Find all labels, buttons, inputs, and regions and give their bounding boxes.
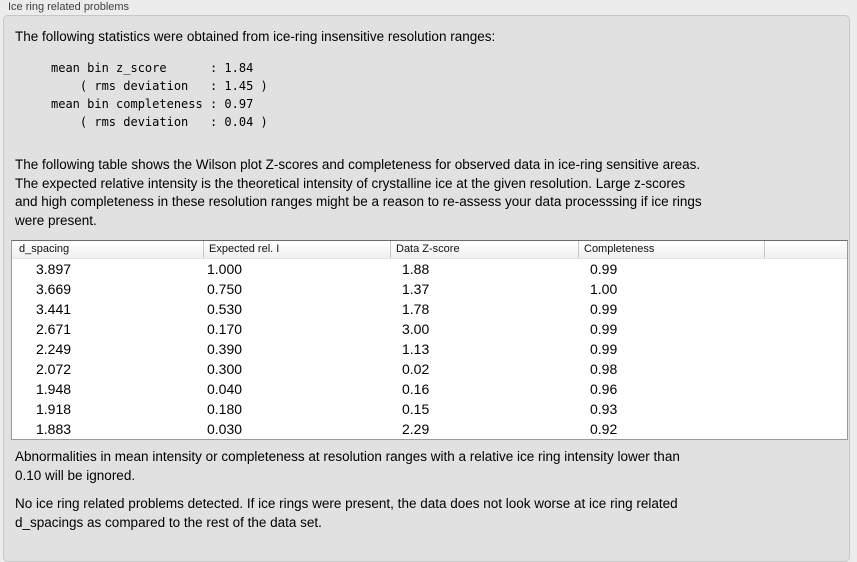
- table-cell-filler: [765, 339, 847, 359]
- column-header-filler: [765, 241, 847, 258]
- column-header-completeness[interactable]: Completeness: [579, 241, 765, 258]
- table-row[interactable]: 3.441 0.530 1.78 0.99: [12, 299, 847, 319]
- table-header: d_spacing Expected rel. I Data Z-score Comp…: [12, 241, 847, 259]
- table-cell: 0.15: [402, 401, 430, 417]
- table-cell: 1.000: [207, 261, 243, 277]
- table-cell-filler: [765, 279, 847, 299]
- table-cell: 0.93: [590, 401, 618, 417]
- table-cell: 0.98: [590, 361, 618, 377]
- table-cell: 0.96: [590, 381, 618, 397]
- column-header-data-z-score[interactable]: Data Z-score: [391, 241, 579, 258]
- table-cell-filler: [765, 419, 847, 439]
- table-cell: 0.99: [590, 301, 618, 317]
- column-header-d-spacing[interactable]: d_spacing: [12, 241, 204, 258]
- table-cell: 2.29: [402, 421, 430, 437]
- table-row[interactable]: 2.671 0.170 3.00 0.99: [12, 319, 847, 339]
- ice-ring-panel: The following statistics were obtained f…: [3, 15, 850, 562]
- table-cell: 3.669: [36, 281, 72, 297]
- table-cell: 0.16: [402, 381, 430, 397]
- table-cell-filler: [765, 399, 847, 419]
- table-cell: 1.78: [402, 301, 430, 317]
- table-row[interactable]: 1.948 0.040 0.16 0.96: [12, 379, 847, 399]
- table-cell: 1.883: [36, 421, 72, 437]
- panel-title: Ice ring related problems: [8, 1, 130, 13]
- table-cell: 0.99: [590, 261, 618, 277]
- table-cell-filler: [765, 299, 847, 319]
- table-cell: 1.918: [36, 401, 72, 417]
- table-cell: 0.99: [590, 341, 618, 357]
- ignore-note-text: Abnormalities in mean intensity or compl…: [15, 449, 680, 483]
- table-row[interactable]: 2.249 0.390 1.13 0.99: [12, 339, 847, 359]
- intro-text: The following statistics were obtained f…: [15, 29, 496, 44]
- table-cell: 0.390: [207, 341, 243, 357]
- table-cell: 0.02: [402, 361, 430, 377]
- table-row[interactable]: 3.669 0.750 1.37 1.00: [12, 279, 847, 299]
- table-cell: 0.750: [207, 281, 243, 297]
- table-cell-filler: [765, 379, 847, 399]
- table-cell-filler: [765, 259, 847, 279]
- table-row[interactable]: 3.897 1.000 1.88 0.99: [12, 259, 847, 279]
- table-cell-filler: [765, 359, 847, 379]
- table-cell: 0.040: [207, 381, 243, 397]
- table-cell: 1.948: [36, 381, 72, 397]
- stats-block: mean bin z_score : 1.84 ( rms deviation …: [51, 61, 268, 129]
- table-row[interactable]: 1.918 0.180 0.15 0.93: [12, 399, 847, 419]
- table-cell-filler: [765, 319, 847, 339]
- table-cell: 1.88: [402, 261, 430, 277]
- table-cell: 2.249: [36, 341, 72, 357]
- table-cell: 1.13: [402, 341, 430, 357]
- conclusion-text: No ice ring related problems detected. I…: [15, 496, 678, 530]
- table-cell: 0.170: [207, 321, 243, 337]
- table-cell: 0.99: [590, 321, 618, 337]
- table-cell: 1.37: [402, 281, 430, 297]
- table-cell: 1.00: [590, 281, 618, 297]
- table-cell: 0.300: [207, 361, 243, 377]
- table-cell: 2.671: [36, 321, 72, 337]
- table-cell: 3.441: [36, 301, 72, 317]
- ice-ring-table: d_spacing Expected rel. I Data Z-score Comp…: [11, 240, 848, 440]
- table-cell: 0.030: [207, 421, 243, 437]
- column-header-expected-rel-i[interactable]: Expected rel. I: [204, 241, 391, 258]
- table-cell: 2.072: [36, 361, 72, 377]
- table-row[interactable]: 1.883 0.030 2.29 0.92: [12, 419, 847, 439]
- table-body: 3.897 1.000 1.88 0.99 3.669 0.750 1.37 1.00 3.44…: [12, 259, 847, 439]
- table-row[interactable]: 2.072 0.300 0.02 0.98: [12, 359, 847, 379]
- table-cell: 3.00: [402, 321, 430, 337]
- table-cell: 3.897: [36, 261, 72, 277]
- table-cell: 0.92: [590, 421, 618, 437]
- table-cell: 0.180: [207, 401, 243, 417]
- table-note-text: The following table shows the Wilson plo…: [15, 157, 702, 228]
- table-cell: 0.530: [207, 301, 243, 317]
